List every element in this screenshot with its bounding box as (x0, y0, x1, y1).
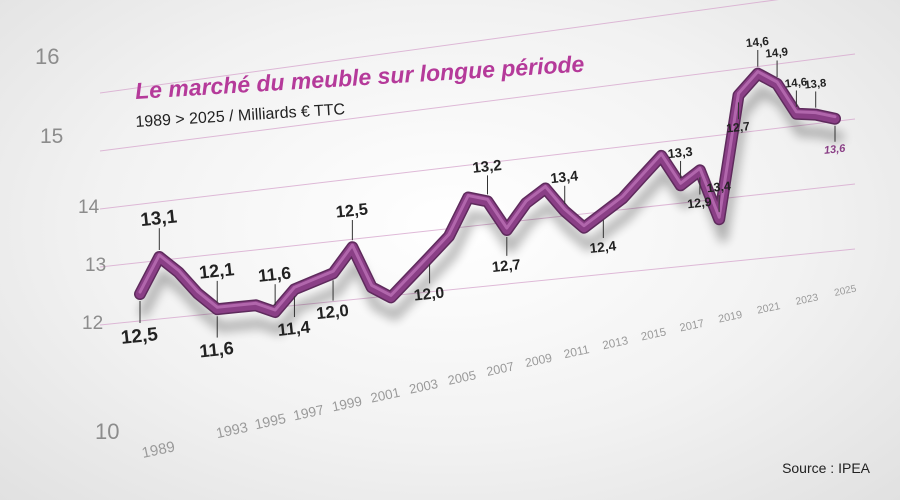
x-tick-label: 2009 (524, 351, 554, 370)
x-tick-label: 1995 (253, 411, 287, 433)
y-tick-label: 10 (95, 419, 119, 444)
grid-line (99, 53, 856, 152)
x-tick-label: 2003 (408, 376, 440, 397)
x-tick-label: 2013 (601, 334, 629, 352)
data-label: 14,6 (784, 76, 807, 90)
x-tick-label: 2011 (562, 342, 590, 361)
data-label: 12,0 (315, 301, 349, 323)
x-tick-label: 2017 (679, 318, 706, 335)
y-tick-label: 13 (85, 255, 106, 276)
x-tick-label: 2025 (833, 283, 857, 298)
x-tick-label: 2001 (369, 385, 401, 406)
data-label: 13,4 (706, 179, 731, 195)
x-tick-label: 2023 (795, 292, 820, 308)
x-axis-ticks: 1989 1993 1995 1997 1999 2001 2003 2005 2007 2009… (140, 283, 858, 461)
data-label: 12,7 (726, 119, 751, 135)
data-label: 12,5 (120, 324, 159, 349)
data-label: 13,8 (804, 77, 827, 91)
data-label: 12,9 (687, 195, 713, 211)
y-axis-ticks: 10 12 13 14 15 16 (35, 44, 119, 444)
data-label: 12,7 (491, 257, 521, 276)
source-note: Source : IPEA (782, 460, 870, 476)
y-tick-label: 15 (40, 125, 63, 148)
data-label: 14,6 (745, 34, 770, 50)
x-tick-label: 2015 (640, 326, 667, 343)
series-line (134, 67, 844, 335)
data-label: 13,6 (823, 143, 846, 157)
data-label: 11,6 (199, 338, 235, 361)
data-label: 13,3 (667, 144, 693, 162)
series-shadow (139, 86, 844, 335)
data-label: 13,4 (550, 167, 579, 186)
x-tick-label: 1989 (140, 438, 176, 462)
x-tick-label: 1999 (331, 394, 364, 415)
data-label: 13,2 (472, 157, 503, 177)
data-labels: 12,513,112,111,611,611,412,012,512,013,2… (120, 34, 847, 362)
x-tick-label: 2005 (446, 367, 477, 388)
data-label: 14,9 (765, 45, 789, 60)
series-highlight (138, 70, 837, 312)
y-tick-label: 14 (78, 197, 100, 218)
y-tick-label: 12 (82, 313, 103, 334)
x-tick-label: 1997 (292, 401, 326, 423)
x-tick-label: 2021 (756, 300, 782, 317)
grid-line (99, 0, 779, 94)
data-label: 12,1 (198, 259, 235, 283)
x-tick-label: 1993 (215, 420, 250, 442)
data-label: 12,4 (589, 238, 617, 256)
x-tick-label: 2019 (717, 309, 743, 326)
data-label: 12,0 (413, 284, 445, 304)
y-tick-label: 16 (35, 44, 59, 69)
x-tick-label: 2007 (485, 359, 515, 378)
data-label: 11,6 (257, 263, 292, 286)
data-label: 11,4 (277, 317, 312, 340)
data-label: 13,1 (139, 205, 178, 230)
data-label: 12,5 (335, 199, 369, 221)
